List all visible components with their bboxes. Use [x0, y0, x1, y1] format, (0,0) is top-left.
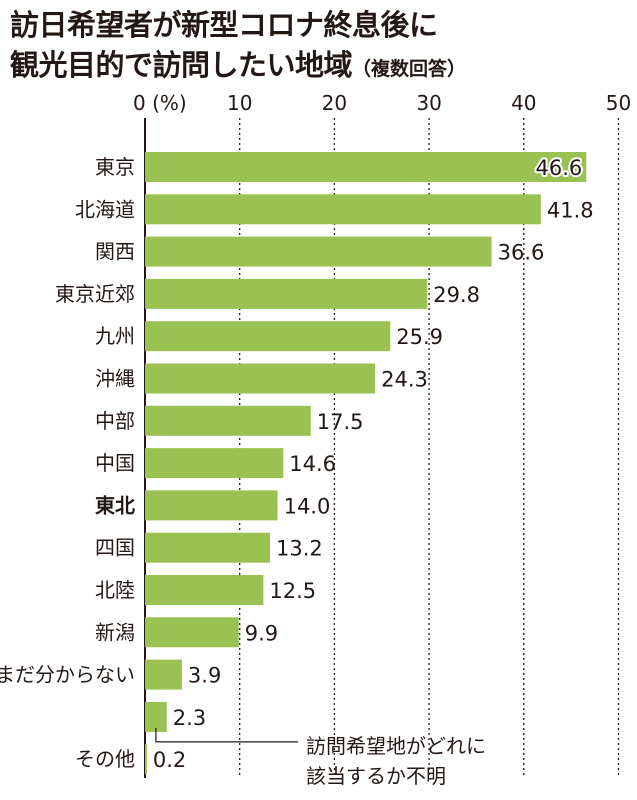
annotation-line-2: 該当するか不明 [306, 764, 446, 788]
value-label: 9.9 [245, 621, 278, 645]
bar [145, 363, 376, 394]
category-label: その他 [75, 747, 135, 771]
category-label: 沖縄 [95, 367, 135, 391]
bar [145, 321, 391, 352]
value-label: 12.5 [269, 579, 316, 603]
x-tick-label: 0 (%) [133, 91, 187, 115]
annotation-line-1: 訪問希望地がどれに [306, 734, 486, 758]
annotation-leader-line [155, 727, 298, 743]
bar [145, 236, 492, 267]
value-label: 14.6 [289, 452, 336, 476]
category-label: 北海道 [75, 197, 135, 221]
value-label: 25.9 [396, 325, 443, 349]
bar [145, 701, 167, 732]
bar [145, 278, 428, 309]
bar [145, 448, 284, 479]
x-tick-label: 20 [322, 91, 347, 115]
value-label: 36.6 [498, 241, 545, 265]
bar [145, 659, 182, 690]
category-label: 北陸 [95, 578, 135, 602]
category-label: まだ分からない [0, 663, 135, 687]
category-label: 九州 [95, 324, 135, 348]
category-label: 東京 [95, 155, 135, 179]
chart-title-line-1: 訪日希望者が新型コロナ終息後に [10, 8, 438, 42]
category-label: 中国 [95, 451, 135, 475]
category-label: 中部 [95, 409, 135, 433]
chart-title-line-2: 観光目的で訪問したい地域（複数回答） [10, 42, 466, 84]
bar [145, 194, 541, 225]
bar [145, 490, 278, 521]
category-label: 関西 [95, 240, 135, 264]
value-label: 41.8 [547, 198, 594, 222]
category-label: 四国 [95, 536, 135, 560]
value-label: 46.6 [536, 156, 583, 180]
value-label: 14.0 [284, 494, 331, 518]
bar [145, 152, 587, 182]
value-label: 2.3 [173, 706, 206, 730]
value-label: 3.9 [188, 664, 221, 688]
x-tick-label: 10 [227, 91, 252, 115]
value-label: 29.8 [433, 283, 480, 307]
bar [145, 617, 239, 648]
bar [145, 744, 147, 775]
value-label: 24.3 [381, 368, 428, 392]
category-label: 新潟 [95, 620, 135, 644]
chart-title-note: （複数回答） [352, 58, 467, 80]
bar [145, 405, 311, 436]
value-label: 0.2 [153, 748, 186, 772]
chart-title-line-2-main: 観光目的で訪問したい地域 [10, 48, 353, 82]
category-label: 東京近郊 [55, 282, 135, 306]
category-label: 東北 [95, 493, 135, 517]
value-label: 17.5 [317, 410, 364, 434]
value-label: 13.2 [276, 537, 323, 561]
x-tick-label: 50 [606, 91, 631, 115]
bar [145, 575, 264, 605]
bar [145, 532, 271, 563]
x-tick-label: 30 [416, 91, 441, 115]
x-tick-label: 40 [511, 91, 536, 115]
